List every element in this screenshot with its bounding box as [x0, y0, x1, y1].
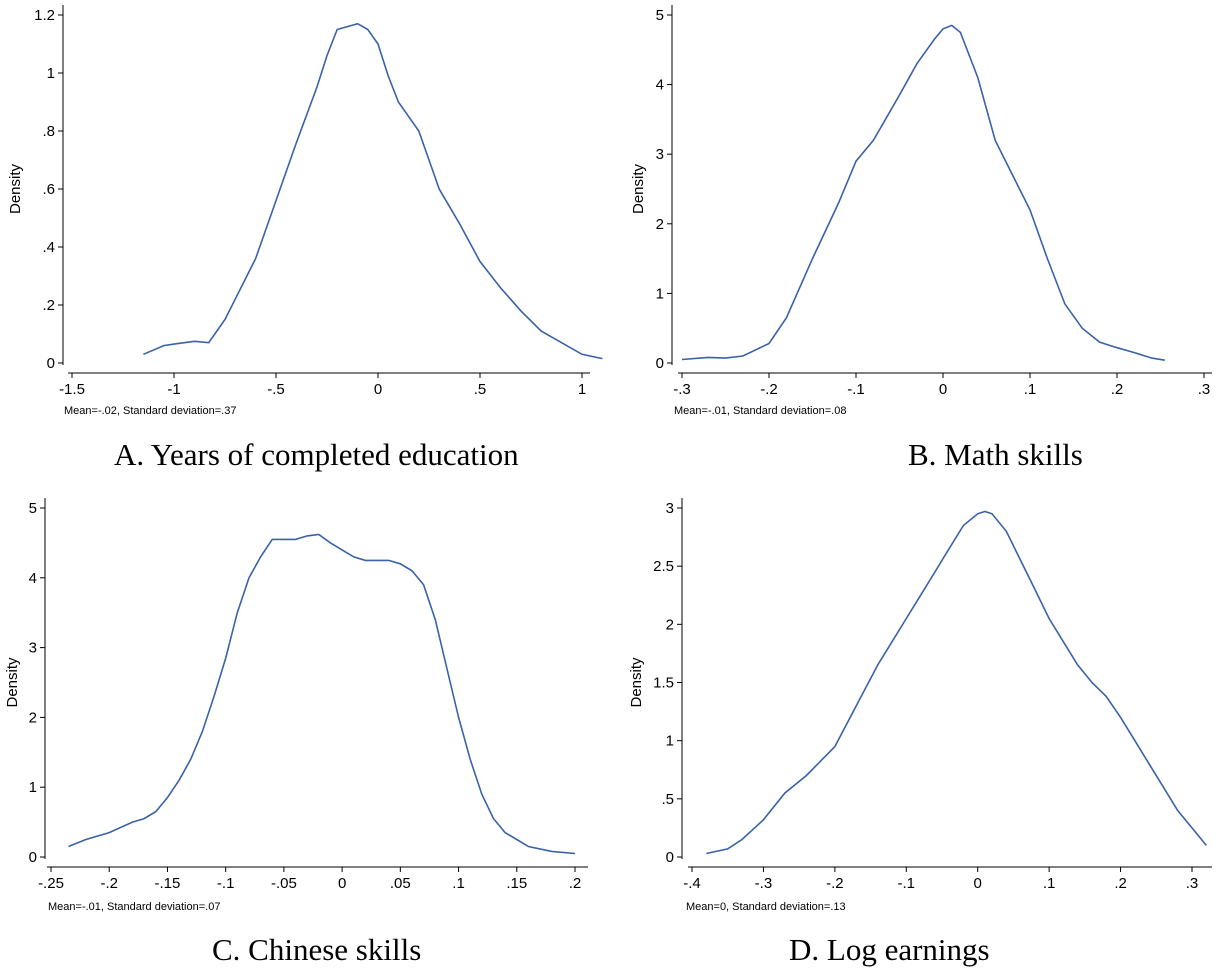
x-tick-label: -.4	[683, 875, 701, 892]
y-tick-label: 1.2	[34, 7, 55, 24]
y-tick-label: .8	[42, 123, 55, 140]
caption-b: B. Math skills	[908, 437, 1083, 472]
chart-area: 0 1 2 3 4 5 -.25 -.2 -.15 -.1 -.05 0 .05 .1 .15 .2 Densi…	[4, 498, 588, 913]
x-tick-label: .15	[506, 875, 527, 892]
x-tick-label: -1	[167, 381, 180, 398]
y-axis-label: Density	[628, 657, 645, 708]
x-tick-label: -.2	[760, 381, 778, 398]
chart-area: 0 .5 1 1.5 2 2.5 3 -.4 -.3 -.2 -.1 0 .1 .2 .3 Density Me…	[628, 498, 1212, 913]
x-tick-label: -.3	[673, 381, 691, 398]
chart-area: 0 .2 .4 .6 .8 1 1.2 -1.5 -1 -.5 0 .5 1 Density Mean=-.…	[7, 5, 603, 417]
x-tick-label: -.2	[826, 875, 844, 892]
x-tick-label: 0	[338, 875, 346, 892]
density-chart-c: 0 1 2 3 4 5 -.25 -.2 -.15 -.1 -.05 0 .05 .1 .15 .2 Densi…	[4, 498, 588, 913]
density-curve	[68, 533, 576, 855]
x-tick-label: .5	[474, 381, 487, 398]
panel-a: 0 .2 .4 .6 .8 1 1.2 -1.5 -1 -.5 0 .5 1 Density Mean=-.…	[0, 0, 610, 420]
chart-area: 0 1 2 3 4 5 -.3 -.2 -.1 0 .1 .2 .3 Density Mean=-.01, …	[630, 5, 1212, 417]
y-tick-label: 2	[656, 216, 664, 233]
caption-a: A. Years of completed education	[114, 437, 519, 472]
y-tick-label: 2	[29, 709, 37, 726]
y-tick-label: 2.5	[653, 558, 674, 575]
density-chart-d: 0 .5 1 1.5 2 2.5 3 -.4 -.3 -.2 -.1 0 .1 .2 .3 Density Me…	[628, 498, 1212, 913]
x-tick-label: .1	[1043, 875, 1056, 892]
x-tick-label: -1.5	[59, 381, 85, 398]
density-curve	[143, 22, 603, 360]
x-tick-label: .3	[1198, 381, 1211, 398]
stats-note: Mean=-.01, Standard deviation=.08	[674, 405, 846, 417]
x-tick-label: .1	[452, 875, 465, 892]
y-tick-label: 3	[656, 146, 664, 163]
x-tick-label: .2	[1114, 875, 1127, 892]
y-tick-label: .4	[42, 239, 55, 256]
caption-c: C. Chinese skills	[212, 932, 422, 967]
panel-b: 0 1 2 3 4 5 -.3 -.2 -.1 0 .1 .2 .3 Density Mean=-.01, …	[610, 0, 1221, 420]
x-tick-label: .2	[569, 875, 582, 892]
y-tick-label: 0	[666, 849, 674, 866]
density-chart-a: 0 .2 .4 .6 .8 1 1.2 -1.5 -1 -.5 0 .5 1 Density Mean=-.…	[7, 5, 603, 417]
y-tick-label: .2	[42, 297, 55, 314]
y-axis-label: Density	[7, 163, 24, 214]
x-tick-label: .05	[390, 875, 411, 892]
x-tick-label: 0	[974, 875, 982, 892]
density-chart-b: 0 1 2 3 4 5 -.3 -.2 -.1 0 .1 .2 .3 Density Mean=-.01, …	[630, 5, 1212, 417]
y-tick-label: 5	[29, 500, 37, 517]
x-tick-label: -.1	[898, 875, 916, 892]
x-tick-label: -.25	[38, 875, 64, 892]
y-tick-label: .5	[661, 791, 674, 808]
x-tick-label: 0	[939, 381, 947, 398]
x-tick-label: -.1	[847, 381, 865, 398]
stats-note: Mean=-.01, Standard deviation=.07	[48, 901, 220, 913]
x-tick-label: -.15	[155, 875, 181, 892]
x-tick-label: .1	[1024, 381, 1037, 398]
y-tick-label: 5	[656, 7, 664, 24]
x-tick-label: -.3	[755, 875, 773, 892]
x-tick-label: -.1	[217, 875, 235, 892]
y-tick-label: 0	[656, 355, 664, 372]
stats-note: Mean=0, Standard deviation=.13	[686, 901, 846, 913]
x-tick-label: -.5	[267, 381, 285, 398]
x-tick-label: -.05	[271, 875, 297, 892]
density-curve	[706, 510, 1207, 855]
y-tick-label: 4	[656, 77, 664, 94]
y-tick-label: 3	[666, 500, 674, 517]
y-tick-label: 1	[47, 65, 55, 82]
x-tick-label: 1	[578, 381, 586, 398]
y-tick-label: 3	[29, 640, 37, 657]
y-tick-label: 2	[666, 616, 674, 633]
panel-d: 0 .5 1 1.5 2 2.5 3 -.4 -.3 -.2 -.1 0 .1 .2 .3 Density Me…	[610, 487, 1221, 917]
y-tick-label: 0	[29, 849, 37, 866]
x-tick-label: .3	[1186, 875, 1199, 892]
y-tick-label: 1	[666, 733, 674, 750]
y-tick-label: 4	[29, 570, 37, 587]
y-tick-label: 1	[656, 285, 664, 302]
panel-c: 0 1 2 3 4 5 -.25 -.2 -.15 -.1 -.05 0 .05 .1 .15 .2 Densi…	[0, 487, 610, 917]
x-tick-label: -.2	[100, 875, 118, 892]
caption-d: D. Log earnings	[789, 932, 990, 967]
y-tick-label: 0	[47, 355, 55, 372]
y-tick-label: 1.5	[653, 675, 674, 692]
x-tick-label: .2	[1111, 381, 1124, 398]
y-tick-label: 1	[29, 779, 37, 796]
stats-note: Mean=-.02, Standard deviation=.37	[64, 405, 236, 417]
density-curve	[681, 24, 1165, 361]
y-tick-label: .6	[42, 181, 55, 198]
y-axis-label: Density	[630, 163, 647, 214]
x-tick-label: 0	[374, 381, 382, 398]
y-axis-label: Density	[4, 657, 21, 708]
